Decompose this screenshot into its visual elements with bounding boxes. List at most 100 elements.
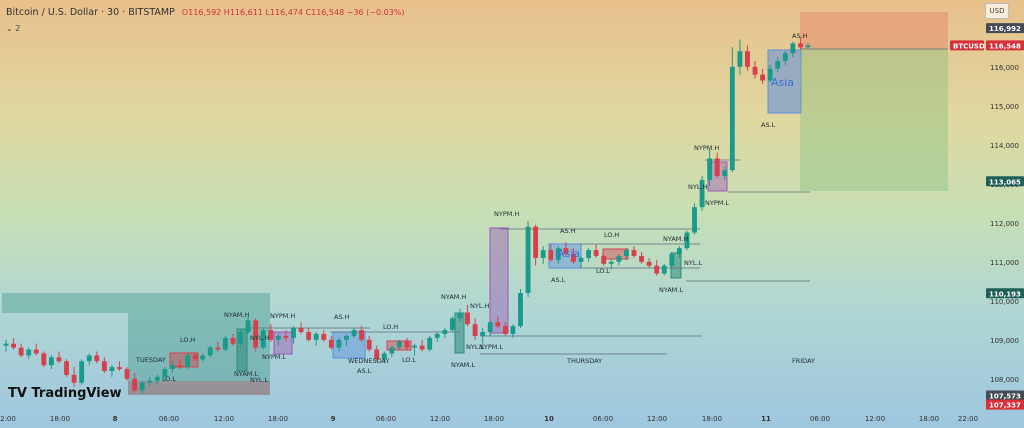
session-label: NYAM.L [234, 370, 258, 378]
x-tick-label: 12:00 [214, 415, 234, 423]
candle-body [94, 355, 100, 362]
chart-header: Bitcoin / U.S. Dollar · 30 · BITSTAMP O1… [6, 7, 405, 18]
candle-body [200, 355, 206, 360]
candle-body [389, 347, 395, 354]
session-label: AS.H [792, 32, 808, 40]
candle-body [737, 51, 743, 67]
session-label: NYL.H [470, 302, 490, 310]
price-label-box [950, 40, 984, 51]
x-tick-label: 06:00 [810, 415, 830, 423]
x-tick-label: 18:00 [919, 415, 939, 423]
asia-box-fri [767, 49, 802, 114]
y-tick-label: 111,000 [990, 259, 1019, 267]
x-tick-label: 18:00 [702, 415, 722, 423]
session-label: TUESDAY [135, 356, 166, 364]
price-label-text: 116,992 [989, 25, 1021, 33]
session-label: AS.L [357, 367, 372, 375]
candle-body [767, 68, 773, 81]
session-label: NYAM.H [663, 235, 688, 243]
x-tick-label: 10 [544, 415, 554, 423]
price-label-text: 110,193 [989, 290, 1021, 298]
price-label-box [986, 399, 1024, 410]
candle-body [601, 255, 607, 264]
session-label: Asia [557, 247, 580, 260]
candle-body [548, 250, 554, 260]
candle-body [608, 261, 614, 264]
price-label-box [986, 176, 1024, 187]
candle-body [222, 337, 228, 350]
session-label: AS.L [551, 276, 566, 284]
y-tick-label: 115,000 [990, 103, 1019, 111]
y-tick-label: 108,000 [990, 376, 1019, 384]
candle-body [260, 330, 266, 348]
candle-body [782, 53, 788, 61]
candle-body [752, 66, 758, 75]
candle-body [790, 43, 796, 54]
price-label-text: 116,548 [989, 42, 1021, 50]
candle-body [495, 322, 501, 327]
candle-body [397, 341, 402, 348]
candle-body [275, 335, 281, 340]
candle-body [616, 255, 622, 262]
candle-body [745, 51, 750, 67]
candle-body [86, 355, 92, 362]
candle-body [480, 332, 486, 336]
price-label-box [986, 23, 1024, 34]
candle-body [404, 341, 410, 348]
candle-body [230, 337, 236, 344]
candle-body [139, 382, 145, 391]
x-tick-label: 12:00 [647, 415, 667, 423]
candle-body [328, 339, 334, 348]
session-label: NYL.L [250, 376, 269, 384]
candle-body [623, 250, 629, 256]
indicator-toggle[interactable]: ⌄ 2 [6, 24, 21, 33]
candle-body [533, 226, 539, 258]
candle-body [525, 226, 531, 293]
session-label: NYPM.L [262, 353, 286, 361]
candle-body [41, 353, 47, 366]
price-label-box [986, 390, 1024, 401]
tradingview-icon: 𝗧𝗩 [8, 386, 27, 401]
candle-body [18, 347, 24, 356]
x-tick-label: 22:00 [958, 415, 978, 423]
candle-body [563, 248, 569, 254]
session-label: NYPM.L [705, 199, 729, 207]
x-tick-label: 06:00 [376, 415, 396, 423]
candle-body [48, 357, 54, 366]
price-label-text: 107,337 [989, 402, 1021, 410]
candle-body [245, 320, 251, 332]
brand-name: TradingView [31, 386, 122, 401]
candle-body [654, 265, 660, 274]
session-label: LO.L [162, 375, 176, 383]
tradingview-logo[interactable]: 𝗧𝗩 TradingView [8, 386, 122, 401]
session-label: LO.L [596, 267, 610, 275]
y-tick-label: 116,000 [990, 64, 1019, 72]
currency-button[interactable]: USD [985, 3, 1009, 19]
candle-body [336, 339, 342, 348]
candle-body [760, 74, 766, 81]
candle-body [427, 337, 433, 350]
session-label: AS.H [334, 313, 350, 321]
candle-body [586, 250, 592, 258]
candle-body [132, 378, 138, 391]
y-tick-label: 112,000 [990, 220, 1019, 228]
candle-body [676, 248, 682, 254]
x-tick-label: 12:00 [865, 415, 885, 423]
session-label: LO.H [180, 336, 195, 344]
session-label: THURSDAY [566, 357, 602, 365]
candle-body [162, 369, 168, 377]
candle-body [192, 355, 198, 360]
x-tick-label: 9 [331, 415, 336, 423]
candle-body [215, 347, 221, 350]
range-band-top [2, 293, 270, 313]
symbol-title[interactable]: Bitcoin / U.S. Dollar · 30 · BITSTAMP [6, 7, 175, 18]
candle-body [412, 345, 417, 348]
candle-body [101, 361, 107, 371]
candle-body [306, 332, 312, 340]
candle-body [3, 343, 9, 346]
candle-body [578, 257, 584, 262]
candle-body [442, 330, 448, 334]
price-label-text: 113,065 [989, 178, 1021, 186]
session-label: AS.H [560, 227, 576, 235]
